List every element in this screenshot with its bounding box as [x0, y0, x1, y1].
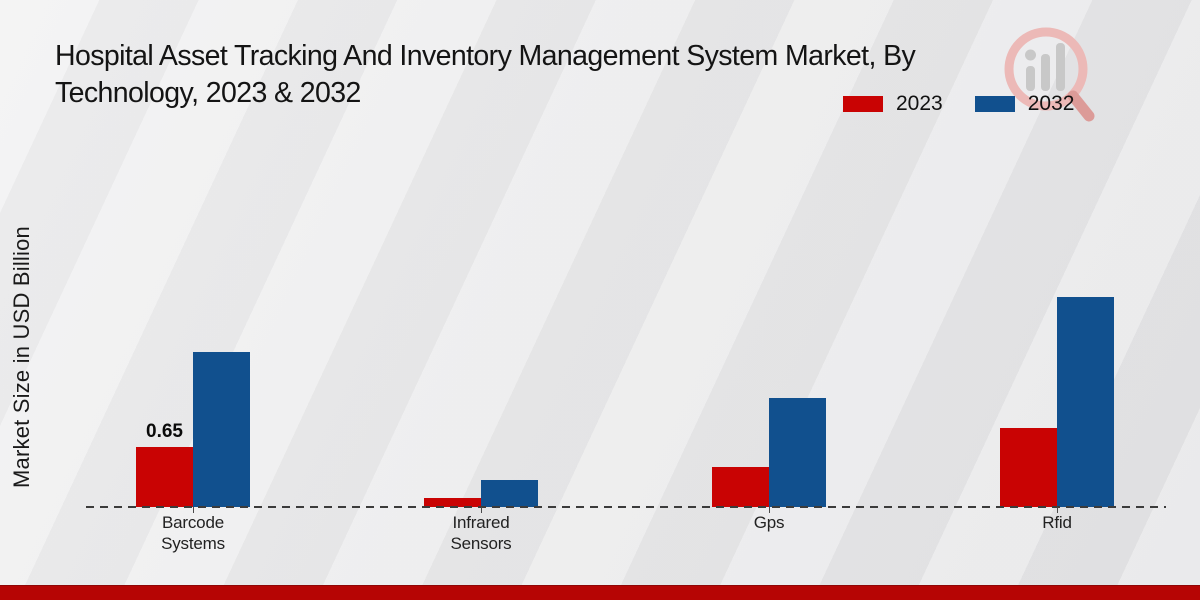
x-tick-rfid: [1057, 507, 1058, 513]
bar-2032-gps: [769, 398, 826, 507]
x-category-label-gps: Gps: [753, 513, 785, 532]
x-tick-gps: [769, 507, 770, 513]
page-title-line1: Hospital Asset Tracking And Inventory Ma…: [55, 40, 916, 72]
footer-accent-bar: [0, 585, 1200, 600]
zero-baseline: [86, 506, 1166, 508]
bar-2023-rfid: [1000, 428, 1057, 507]
x-tick-barcode-systems: [193, 507, 194, 513]
page-title-line2: Technology, 2023 & 2032: [55, 77, 361, 109]
bar-2032-rfid: [1057, 297, 1114, 507]
legend-swatch-2032: [974, 96, 1015, 112]
bar-2032-barcode-systems: [193, 352, 250, 507]
page-title: Hospital Asset Tracking And Inventory Ma…: [55, 38, 916, 112]
x-category-label-infrared-sensors: Infrared Sensors: [450, 513, 512, 553]
value-label-2023-barcode-systems: 0.65: [146, 421, 183, 442]
x-category-label-barcode-systems: Barcode Systems: [161, 513, 225, 553]
bar-2032-infrared-sensors: [481, 480, 538, 507]
legend-swatch-2023: [843, 96, 883, 112]
bar-2023-gps: [712, 467, 769, 507]
bar-2023-barcode-systems: [136, 447, 193, 507]
legend-item-2032: 2032: [974, 92, 1075, 116]
bar-chart-magnifier-logo-icon: [1004, 27, 1095, 122]
y-axis-label: Market Size in USD Billion: [9, 226, 34, 488]
x-tick-infrared-sensors: [481, 507, 482, 513]
bar-2023-infrared-sensors: [424, 498, 481, 507]
legend-label-2023: 2023: [896, 92, 943, 115]
legend-label-2032: 2032: [1027, 92, 1075, 115]
legend-item-2023: 2023: [843, 92, 943, 116]
x-category-label-rfid: Rfid: [1042, 513, 1072, 532]
legend: 2023 2032: [843, 92, 1074, 116]
